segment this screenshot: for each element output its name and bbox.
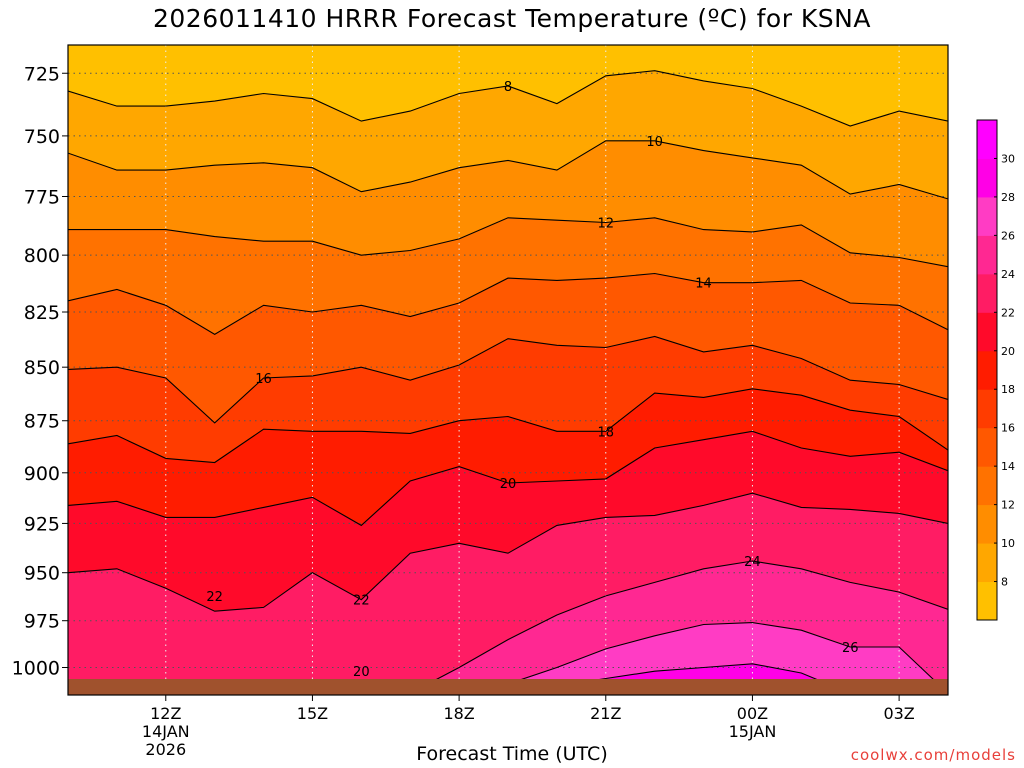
colorbar-segment-6: [977, 350, 997, 390]
colorbar-label-8: 8: [1001, 576, 1008, 589]
credit-link[interactable]: coolwx.com/models: [850, 746, 1016, 764]
contour-label-18: 18: [598, 425, 615, 440]
y-tick-label-825: 825: [24, 302, 60, 324]
ground-surface: [68, 679, 948, 695]
x-tick-label-18Z: 18Z: [443, 704, 474, 723]
colorbar-label-16: 16: [1001, 422, 1015, 435]
y-tick-label-850: 850: [24, 357, 60, 379]
x-tick-sublabel-15JAN: 15JAN: [729, 722, 777, 741]
contour-label-near-surface-20: 20: [353, 665, 370, 680]
y-tick-label-800: 800: [24, 245, 60, 267]
y-tick-label-1000: 1000: [12, 657, 60, 679]
x-tick-label-03Z: 03Z: [883, 704, 914, 723]
contour-label-24: 24: [744, 555, 761, 570]
colorbar-segment-10: [977, 196, 997, 236]
colorbar-label-26: 26: [1001, 229, 1015, 242]
x-tick-label-21Z: 21Z: [590, 704, 621, 723]
colorbar-segment-8: [977, 273, 997, 313]
colorbar-segment-3: [977, 466, 997, 506]
isotherm-14: [68, 272, 948, 335]
y-tick-label-775: 775: [24, 186, 60, 208]
colorbar-segment-9: [977, 235, 997, 275]
isotherm-16: [68, 335, 948, 424]
y-tick-label-925: 925: [24, 513, 60, 535]
contour-label-22: 22: [353, 594, 370, 609]
chart-title: 2026011410 HRRR Forecast Temperature (ºC…: [153, 4, 871, 33]
isotherm-12: [68, 217, 948, 268]
x-tick-sublabel-14JAN: 14JAN: [142, 722, 190, 741]
colorbar-label-18: 18: [1001, 383, 1015, 396]
contour-label-near-surface-22: 22: [206, 590, 223, 605]
colorbar-label-14: 14: [1001, 460, 1015, 473]
colorbar-segment-7: [977, 312, 997, 352]
colorbar-label-22: 22: [1001, 306, 1015, 319]
colorbar-frame: [976, 119, 998, 621]
colorbar-label-28: 28: [1001, 191, 1015, 204]
isotherm-10: [68, 140, 948, 200]
colorbar-segment-4: [977, 427, 997, 467]
x-tick-label-12Z: 12Z: [150, 704, 181, 723]
y-tick-label-750: 750: [24, 126, 60, 148]
y-tick-label-725: 725: [24, 63, 60, 85]
isotherm-20: [68, 430, 948, 527]
contour-label-12: 12: [598, 217, 615, 232]
y-tick-label-900: 900: [24, 463, 60, 485]
colorbar-label-20: 20: [1001, 345, 1015, 358]
x-tick-label-00Z: 00Z: [737, 704, 768, 723]
x-tick-sublabel-2026: 2026: [145, 740, 186, 759]
y-tick-label-975: 975: [24, 611, 60, 633]
plot-frame: [67, 44, 949, 696]
y-tick-label-875: 875: [24, 411, 60, 433]
y-axis: 725 750 775 800 825 850 875 900 925 950 975 1000: [12, 63, 68, 679]
colorbar-segment-11: [977, 158, 997, 198]
colorbar-segment-12: [977, 120, 997, 159]
contour-label-8: 8: [504, 80, 512, 95]
contour-fills: 810121416182022242622201816: [68, 45, 948, 695]
isotherm-8: [68, 70, 948, 127]
contour-label-14: 14: [695, 277, 712, 292]
grid-lines: [68, 45, 948, 695]
colorbar-label-30: 30: [1001, 152, 1015, 165]
colorbar: 8 10 12 14 16 18 20 22 24 26 28 30: [976, 119, 1015, 621]
x-tick-label-15Z: 15Z: [297, 704, 328, 723]
colorbar-segment-2: [977, 504, 997, 544]
contour-label-10: 10: [646, 135, 663, 150]
colorbar-label-12: 12: [1001, 499, 1015, 512]
colorbar-segment-0: [977, 581, 997, 621]
isotherm-18: [68, 388, 948, 464]
colorbar-segment-1: [977, 543, 997, 583]
colorbar-segment-5: [977, 389, 997, 429]
colorbar-label-24: 24: [1001, 268, 1015, 281]
isotherm-22: [68, 492, 948, 612]
contour-label-20: 20: [500, 477, 517, 492]
y-tick-label-950: 950: [24, 563, 60, 585]
x-axis-label: Forecast Time (UTC): [416, 743, 608, 765]
contour-label-26: 26: [842, 641, 859, 656]
contour-label-16: 16: [255, 372, 272, 387]
colorbar-label-10: 10: [1001, 537, 1015, 550]
